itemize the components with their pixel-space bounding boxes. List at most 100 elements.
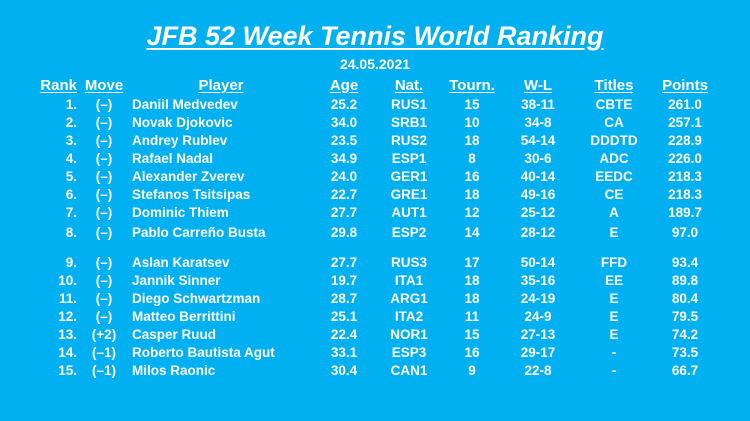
tournaments-cell: 16 bbox=[464, 169, 480, 184]
rank-cell: 10. bbox=[58, 273, 77, 288]
move-cell: (–) bbox=[95, 187, 113, 202]
titles-cell: A bbox=[609, 205, 619, 220]
titles-cell: E bbox=[609, 291, 619, 306]
titles-cell: ADC bbox=[599, 151, 629, 166]
age-cell: 27.7 bbox=[330, 205, 358, 220]
points-cell: 93.4 bbox=[671, 255, 699, 270]
move-cell: (–) bbox=[95, 205, 113, 220]
win-loss-cell: 30-6 bbox=[524, 151, 552, 166]
titles-cell: E bbox=[609, 327, 619, 342]
move-cell: (+2) bbox=[91, 327, 117, 342]
win-loss-cell: 38-11 bbox=[521, 97, 555, 112]
move-cell: (–) bbox=[95, 133, 113, 148]
player-name: Alexander Zverev bbox=[132, 169, 245, 184]
move-cell: (–) bbox=[95, 169, 113, 184]
header-points: Points bbox=[662, 77, 708, 94]
titles-cell: FFD bbox=[600, 255, 628, 270]
player-name: Stefanos Tsitsipas bbox=[132, 187, 251, 202]
points-cell: 226.0 bbox=[668, 151, 702, 166]
rank-cell: 5. bbox=[65, 169, 77, 184]
move-cell: (–1) bbox=[91, 363, 117, 378]
header-rank: Rank bbox=[40, 77, 77, 94]
move-cell: (–) bbox=[95, 97, 113, 112]
points-cell: 218.3 bbox=[668, 187, 702, 202]
tournaments-cell: 10 bbox=[464, 115, 480, 130]
points-cell: 257.1 bbox=[668, 115, 702, 130]
player-name: Rafael Nadal bbox=[132, 151, 214, 166]
nationality-cell: ESP2 bbox=[391, 225, 427, 240]
nationality-cell: GRE1 bbox=[390, 187, 428, 202]
points-cell: 261.0 bbox=[668, 97, 702, 112]
age-cell: 30.4 bbox=[330, 363, 358, 378]
win-loss-cell: 40-14 bbox=[520, 169, 556, 184]
move-cell: (–) bbox=[95, 273, 113, 288]
nationality-cell: ITA1 bbox=[394, 273, 424, 288]
age-cell: 19.7 bbox=[330, 273, 358, 288]
nationality-cell: CAN1 bbox=[390, 363, 428, 378]
player-name: Matteo Berrittini bbox=[132, 309, 236, 324]
rank-cell: 13. bbox=[58, 327, 77, 342]
titles-cell: CA bbox=[604, 115, 624, 130]
player-name: Aslan Karatsev bbox=[132, 255, 230, 270]
points-cell: 73.5 bbox=[671, 345, 699, 360]
points-cell: 80.4 bbox=[671, 291, 699, 306]
tournaments-cell: 18 bbox=[464, 187, 480, 202]
header-player: Player bbox=[198, 77, 244, 94]
player-name: Casper Ruud bbox=[132, 327, 217, 342]
titles-cell: - bbox=[611, 345, 617, 360]
points-cell: 89.8 bbox=[671, 273, 699, 288]
win-loss-cell: 25-12 bbox=[520, 205, 556, 220]
nationality-cell: GER1 bbox=[390, 169, 428, 184]
player-name: Diego Schwartzman bbox=[132, 291, 261, 306]
rank-cell: 11. bbox=[58, 291, 77, 306]
tournaments-cell: 15 bbox=[464, 97, 480, 112]
player-name: Milos Raonic bbox=[132, 363, 216, 378]
header-titles: Titles bbox=[594, 77, 634, 94]
tournaments-cell: 8 bbox=[468, 151, 476, 166]
tournaments-cell: 15 bbox=[464, 327, 480, 342]
win-loss-cell: 24-9 bbox=[524, 309, 552, 324]
age-cell: 22.4 bbox=[330, 327, 358, 342]
move-cell: (–) bbox=[95, 225, 113, 240]
player-name: Jannik Sinner bbox=[132, 273, 221, 288]
tournaments-cell: 18 bbox=[464, 273, 480, 288]
titles-cell: EEDC bbox=[595, 169, 633, 184]
points-cell: 228.9 bbox=[668, 133, 702, 148]
rank-cell: 9. bbox=[65, 255, 77, 270]
tournaments-cell: 18 bbox=[464, 291, 480, 306]
win-loss-cell: 34-8 bbox=[524, 115, 552, 130]
points-cell: 218.3 bbox=[668, 169, 702, 184]
move-cell: (–1) bbox=[91, 345, 117, 360]
rank-cell: 7. bbox=[65, 205, 77, 220]
player-name: Pablo Carreño Busta bbox=[132, 225, 266, 240]
titles-cell: - bbox=[611, 363, 617, 378]
win-loss-cell: 29-17 bbox=[520, 345, 556, 360]
player-name: Daniil Medvedev bbox=[132, 97, 238, 112]
tournaments-cell: 11 bbox=[464, 309, 480, 324]
age-cell: 25.2 bbox=[330, 97, 358, 112]
header-wl: W-L bbox=[523, 77, 553, 94]
win-loss-cell: 54-14 bbox=[520, 133, 556, 148]
player-name: Roberto Bautista Agut bbox=[132, 345, 275, 360]
player-name: Andrey Rublev bbox=[132, 133, 228, 148]
win-loss-cell: 24-19 bbox=[520, 291, 556, 306]
titles-cell: E bbox=[609, 309, 619, 324]
rank-cell: 2. bbox=[65, 115, 77, 130]
win-loss-cell: 35-16 bbox=[520, 273, 556, 288]
rank-cell: 6. bbox=[65, 187, 77, 202]
nationality-cell: NOR1 bbox=[390, 327, 428, 342]
rank-cell: 12. bbox=[58, 309, 77, 324]
header-tourn: Tourn. bbox=[449, 77, 495, 94]
nationality-cell: ITA2 bbox=[394, 309, 424, 324]
header-nat: Nat. bbox=[394, 77, 424, 94]
tournaments-cell: 14 bbox=[464, 225, 480, 240]
age-cell: 33.1 bbox=[330, 345, 358, 360]
points-cell: 97.0 bbox=[671, 225, 699, 240]
player-name: Dominic Thiem bbox=[132, 205, 229, 220]
rank-cell: 1. bbox=[65, 97, 77, 112]
age-cell: 28.7 bbox=[330, 291, 358, 306]
nationality-cell: RUS3 bbox=[390, 255, 428, 270]
age-cell: 22.7 bbox=[330, 187, 358, 202]
rank-cell: 4. bbox=[65, 151, 77, 166]
rank-cell: 14. bbox=[58, 345, 77, 360]
